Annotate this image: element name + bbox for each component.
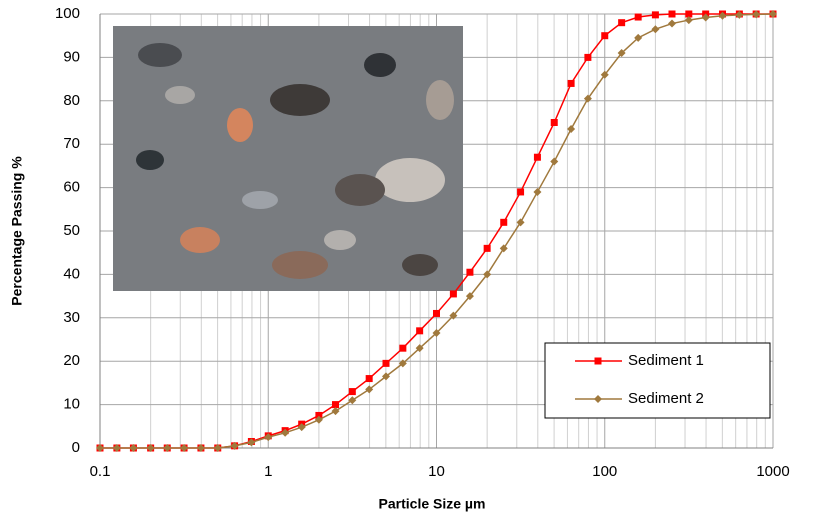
marker (365, 375, 373, 383)
marker (533, 153, 541, 161)
legend-box (544, 342, 771, 419)
marker (735, 10, 744, 19)
y-tick-label: 10 (63, 396, 80, 413)
marker (331, 401, 339, 409)
marker (567, 125, 576, 134)
y-tick-label: 50 (63, 222, 80, 239)
marker (382, 359, 390, 367)
marker (634, 33, 643, 42)
marker (550, 157, 559, 166)
marker (264, 433, 273, 442)
marker (533, 187, 542, 196)
marker (618, 19, 626, 27)
marker (516, 218, 525, 227)
x-tick-label: 1000 (756, 463, 789, 480)
legend-label: Sediment 1 (628, 352, 704, 369)
marker (600, 70, 609, 79)
marker (567, 79, 575, 87)
marker (213, 444, 222, 452)
marker (449, 311, 458, 320)
marker (634, 13, 642, 21)
legend: Sediment 1 Sediment 2 (544, 342, 771, 419)
x-tick-label: 1 (264, 463, 272, 480)
x-axis-title: Particle Size µm (379, 496, 486, 512)
marker (163, 444, 172, 452)
inset-photo (113, 26, 463, 291)
marker (314, 415, 323, 424)
marker (584, 53, 592, 61)
x-tick-label: 100 (592, 463, 617, 480)
marker (433, 309, 440, 317)
y-tick-label: 90 (63, 48, 80, 65)
marker (668, 10, 676, 18)
marker (594, 395, 602, 403)
marker (381, 372, 390, 381)
marker (96, 444, 104, 452)
y-axis-title: Percentage Passing % (9, 156, 25, 306)
marker (701, 13, 710, 22)
marker (752, 10, 761, 19)
marker (247, 438, 256, 447)
y-tick-label: 100 (55, 5, 80, 22)
marker (146, 444, 155, 452)
marker (667, 19, 676, 28)
marker (348, 396, 357, 405)
marker (315, 411, 323, 419)
marker (230, 441, 239, 450)
marker (718, 11, 727, 20)
marker (432, 328, 441, 337)
marker (684, 16, 693, 25)
marker (449, 290, 457, 298)
marker (365, 385, 374, 394)
marker (550, 119, 558, 126)
marker (398, 359, 407, 368)
marker (583, 94, 592, 103)
marker (297, 423, 306, 432)
y-tick-label: 40 (63, 265, 80, 282)
x-tick-label: 0.1 (90, 463, 111, 480)
marker (112, 444, 121, 452)
marker (483, 244, 491, 252)
marker (399, 344, 407, 352)
legend-label: Sediment 2 (628, 390, 704, 407)
marker (416, 327, 424, 335)
marker (129, 444, 138, 452)
marker (601, 32, 609, 40)
marker (617, 49, 626, 58)
marker (483, 270, 492, 279)
y-tick-label: 60 (63, 179, 80, 196)
marker (499, 244, 508, 253)
y-tick-label: 80 (63, 92, 80, 109)
marker (769, 10, 777, 18)
marker (517, 188, 525, 196)
y-tick-label: 70 (63, 135, 80, 152)
marker (651, 11, 659, 19)
marker (180, 444, 189, 452)
marker (651, 25, 660, 34)
y-tick-label: 20 (63, 352, 80, 369)
marker (685, 10, 693, 18)
marker (415, 344, 424, 353)
marker (465, 292, 474, 301)
marker (500, 218, 508, 226)
marker (466, 268, 474, 276)
marker (331, 407, 340, 416)
y-tick-label: 0 (72, 439, 80, 456)
x-tick-label: 10 (428, 463, 445, 480)
marker (196, 444, 205, 452)
marker (281, 428, 290, 437)
marker (594, 357, 602, 365)
marker (348, 388, 356, 396)
plot-area (96, 10, 777, 452)
y-tick-label: 30 (63, 309, 80, 326)
